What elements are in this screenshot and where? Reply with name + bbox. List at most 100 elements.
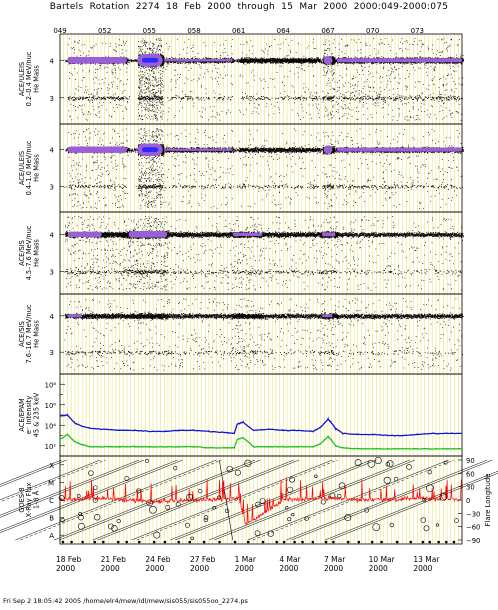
data-point xyxy=(112,98,114,100)
data-point xyxy=(126,59,128,61)
data-point xyxy=(158,46,160,48)
data-point xyxy=(163,62,165,64)
data-point xyxy=(126,67,128,69)
data-point xyxy=(140,41,142,43)
data-point xyxy=(117,63,119,65)
data-point xyxy=(96,91,98,93)
data-point xyxy=(162,52,164,53)
data-point xyxy=(140,91,142,93)
data-point xyxy=(145,89,147,91)
data-point xyxy=(149,70,150,72)
doy-tick-label: 055 xyxy=(143,27,156,35)
data-point xyxy=(157,107,158,108)
data-point xyxy=(178,96,180,98)
data-point xyxy=(154,79,156,81)
data-point xyxy=(140,97,141,99)
data-point xyxy=(113,107,114,109)
data-point xyxy=(123,118,124,120)
data-point xyxy=(154,104,156,105)
doy-tick-label: 064 xyxy=(277,27,291,35)
data-point xyxy=(98,97,100,98)
data-point xyxy=(114,70,116,71)
data-point xyxy=(151,97,152,99)
doy-tick-label: 067 xyxy=(321,27,334,35)
data-point xyxy=(113,96,115,98)
data-point xyxy=(140,103,142,104)
data-point xyxy=(96,98,98,99)
data-point xyxy=(139,54,140,56)
data-point xyxy=(159,44,161,46)
data-point xyxy=(152,103,154,105)
data-point xyxy=(145,82,147,84)
data-point xyxy=(144,109,146,110)
data-point xyxy=(135,59,137,61)
data-point xyxy=(70,103,72,105)
data-point xyxy=(80,63,82,65)
data-point xyxy=(115,72,116,74)
data-point xyxy=(141,105,143,107)
data-point xyxy=(123,100,125,102)
data-point xyxy=(142,71,144,73)
data-point xyxy=(123,84,125,85)
data-point xyxy=(92,94,94,96)
data-point xyxy=(146,82,148,84)
data-point xyxy=(107,89,109,91)
data-point xyxy=(175,61,177,63)
data-point xyxy=(131,61,133,63)
data-point xyxy=(145,46,147,47)
data-point xyxy=(138,112,139,114)
data-point xyxy=(177,38,178,40)
data-point xyxy=(153,107,155,108)
data-point xyxy=(88,50,90,52)
data-point xyxy=(146,77,148,79)
data-point xyxy=(147,108,149,110)
data-point xyxy=(98,106,100,107)
data-point xyxy=(72,96,74,98)
data-point xyxy=(85,97,87,99)
data-point xyxy=(149,103,151,105)
data-point xyxy=(110,97,112,99)
date-tick-label: 27 Feb xyxy=(190,555,215,564)
data-point xyxy=(146,88,148,90)
data-point xyxy=(97,97,99,99)
data-point xyxy=(147,73,148,74)
data-point xyxy=(143,66,145,68)
data-point xyxy=(152,76,154,77)
data-point xyxy=(145,51,146,53)
data-point xyxy=(156,104,157,106)
data-point xyxy=(113,98,115,100)
data-point xyxy=(79,104,80,106)
data-point xyxy=(158,90,159,92)
data-point xyxy=(122,49,124,51)
data-point xyxy=(66,60,68,62)
data-point xyxy=(159,49,161,51)
data-point xyxy=(97,106,99,108)
data-point xyxy=(158,100,160,102)
data-point xyxy=(130,60,132,62)
data-point xyxy=(138,54,140,56)
data-point xyxy=(73,99,75,101)
data-point xyxy=(118,99,120,101)
data-point xyxy=(138,86,140,88)
data-point xyxy=(147,79,149,81)
data-point xyxy=(98,112,100,114)
data-point xyxy=(142,96,144,98)
data-point xyxy=(132,60,134,62)
data-point xyxy=(174,69,176,71)
data-point xyxy=(109,46,111,47)
data-point xyxy=(157,108,159,110)
data-point xyxy=(159,90,161,92)
data-point xyxy=(86,119,88,121)
data-point xyxy=(97,69,99,71)
data-point xyxy=(158,84,160,86)
data-point xyxy=(160,93,162,94)
data-point xyxy=(161,118,163,120)
data-point xyxy=(112,71,114,73)
data-point xyxy=(64,59,66,61)
data-point xyxy=(151,70,153,72)
data-point xyxy=(152,106,153,108)
data-point xyxy=(65,60,67,62)
data-point xyxy=(85,55,87,57)
data-point xyxy=(155,67,157,69)
data-point xyxy=(105,43,107,44)
